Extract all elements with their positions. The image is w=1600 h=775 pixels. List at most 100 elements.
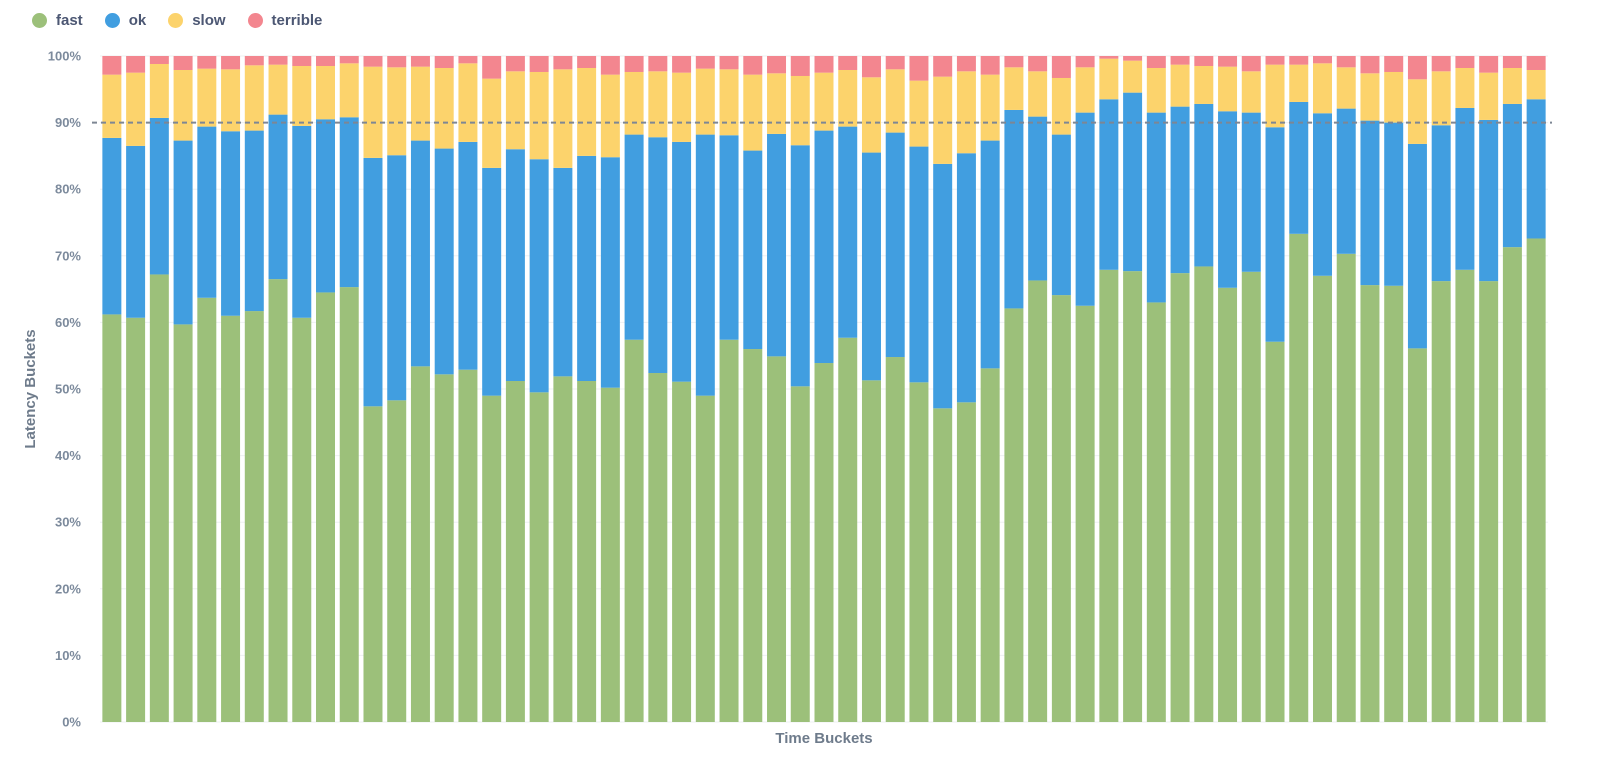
bar-segment-terrible[interactable] [1241, 56, 1261, 72]
bar-stack[interactable] [1004, 56, 1024, 722]
bar-segment-terrible[interactable] [1146, 56, 1166, 68]
bar-stack[interactable] [363, 56, 383, 722]
bar-segment-fast[interactable] [790, 386, 810, 722]
bar-segment-terrible[interactable] [933, 56, 953, 77]
bar-segment-fast[interactable] [933, 408, 953, 722]
bar-stack[interactable] [719, 56, 739, 722]
bar-segment-fast[interactable] [1360, 285, 1380, 722]
bar-segment-slow[interactable] [1265, 64, 1285, 128]
bar-segment-fast[interactable] [1051, 295, 1071, 722]
bar-stack[interactable] [767, 56, 787, 722]
bar-segment-fast[interactable] [719, 339, 739, 722]
bar-segment-fast[interactable] [577, 381, 597, 722]
bar-segment-terrible[interactable] [529, 56, 549, 72]
bar-stack[interactable] [1218, 56, 1238, 722]
bar-segment-fast[interactable] [1479, 281, 1499, 722]
bar-stack[interactable] [1099, 56, 1119, 722]
bar-segment-ok[interactable] [861, 152, 881, 381]
bar-segment-slow[interactable] [814, 72, 834, 131]
bar-segment-slow[interactable] [1455, 67, 1475, 108]
bar-segment-terrible[interactable] [956, 56, 976, 72]
legend-item-terrible[interactable]: terrible [247, 12, 322, 29]
bar-segment-terrible[interactable] [719, 56, 739, 70]
bar-segment-terrible[interactable] [553, 56, 573, 70]
bar-segment-slow[interactable] [624, 71, 644, 135]
bar-stack[interactable] [1479, 56, 1499, 722]
bar-segment-fast[interactable] [316, 292, 335, 722]
bar-stack[interactable] [244, 56, 264, 722]
bar-segment-slow[interactable] [292, 65, 312, 126]
bar-stack[interactable] [102, 56, 122, 722]
bar-segment-terrible[interactable] [1479, 56, 1499, 73]
bar-segment-fast[interactable] [387, 400, 407, 722]
legend-item-fast[interactable]: fast [32, 12, 83, 29]
bar-stack[interactable] [1123, 56, 1143, 722]
bar-segment-slow[interactable] [1146, 67, 1166, 113]
bar-segment-fast[interactable] [126, 317, 146, 722]
bar-segment-fast[interactable] [197, 297, 217, 722]
bar-segment-fast[interactable] [173, 324, 193, 722]
bar-stack[interactable] [1455, 56, 1475, 722]
bar-segment-slow[interactable] [221, 69, 241, 132]
bar-segment-fast[interactable] [458, 369, 478, 722]
bar-segment-fast[interactable] [1455, 269, 1475, 722]
bar-segment-fast[interactable] [434, 374, 454, 722]
bar-segment-ok[interactable] [102, 137, 122, 315]
bar-stack[interactable] [1336, 56, 1356, 723]
bar-segment-ok[interactable] [1455, 107, 1475, 270]
bar-segment-ok[interactable] [1265, 127, 1285, 342]
bar-segment-fast[interactable] [1004, 308, 1024, 722]
bar-stack[interactable] [292, 56, 312, 722]
bar-segment-fast[interactable] [885, 357, 905, 722]
bar-segment-terrible[interactable] [1526, 56, 1546, 70]
bar-segment-fast[interactable] [1123, 271, 1143, 722]
bar-segment-ok[interactable] [1028, 116, 1048, 281]
bar-segment-terrible[interactable] [482, 56, 502, 79]
bar-segment-terrible[interactable] [1407, 56, 1427, 80]
bar-segment-ok[interactable] [838, 126, 858, 338]
bar-segment-terrible[interactable] [790, 56, 810, 76]
bar-segment-ok[interactable] [387, 155, 407, 401]
bar-stack[interactable] [743, 56, 763, 722]
legend-item-ok[interactable]: ok [104, 12, 146, 29]
bar-segment-ok[interactable] [648, 137, 668, 374]
bar-segment-slow[interactable] [149, 63, 169, 118]
bar-segment-terrible[interactable] [648, 56, 668, 72]
bar-segment-ok[interactable] [410, 140, 430, 367]
bar-segment-ok[interactable] [363, 157, 383, 407]
bar-segment-terrible[interactable] [1502, 56, 1522, 68]
bar-segment-slow[interactable] [1075, 67, 1095, 113]
bar-segment-fast[interactable] [838, 337, 858, 722]
bar-segment-terrible[interactable] [1431, 56, 1451, 72]
bar-segment-fast[interactable] [1218, 287, 1238, 722]
bar-segment-ok[interactable] [529, 159, 549, 393]
bar-segment-slow[interactable] [268, 64, 288, 115]
bar-segment-fast[interactable] [1526, 238, 1546, 723]
bar-segment-fast[interactable] [553, 376, 573, 722]
bar-segment-slow[interactable] [387, 67, 407, 156]
bar-segment-fast[interactable] [1384, 285, 1404, 722]
bar-segment-ok[interactable] [790, 145, 810, 387]
bar-stack[interactable] [1265, 56, 1285, 722]
bar-segment-ok[interactable] [244, 130, 264, 312]
bar-segment-ok[interactable] [1336, 108, 1356, 254]
bar-segment-slow[interactable] [553, 69, 573, 168]
bar-stack[interactable] [1146, 56, 1166, 722]
bar-segment-slow[interactable] [1170, 64, 1190, 107]
bar-segment-terrible[interactable] [363, 56, 383, 67]
bar-segment-slow[interactable] [719, 69, 739, 136]
bar-segment-ok[interactable] [434, 148, 454, 375]
bar-segment-terrible[interactable] [244, 56, 264, 66]
bar-segment-ok[interactable] [1479, 119, 1499, 282]
bar-segment-slow[interactable] [861, 77, 881, 153]
bar-segment-ok[interactable] [126, 145, 146, 318]
bar-segment-slow[interactable] [577, 67, 597, 156]
bar-segment-slow[interactable] [1218, 66, 1238, 112]
bar-segment-ok[interactable] [1526, 99, 1546, 239]
bar-segment-ok[interactable] [1431, 125, 1451, 282]
bar-segment-fast[interactable] [221, 315, 241, 722]
bar-segment-terrible[interactable] [624, 56, 644, 72]
bar-stack[interactable] [1028, 56, 1048, 722]
bar-segment-ok[interactable] [292, 125, 312, 318]
bar-segment-terrible[interactable] [600, 56, 620, 75]
